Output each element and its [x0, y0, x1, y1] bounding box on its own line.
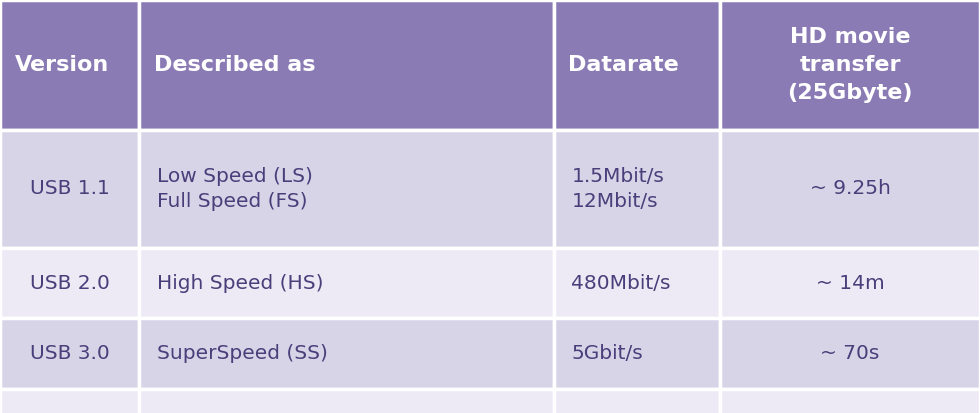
- Text: 480Mbit/s: 480Mbit/s: [571, 273, 671, 293]
- Text: 5Gbit/s: 5Gbit/s: [571, 344, 643, 363]
- Text: SuperSpeed (SS): SuperSpeed (SS): [157, 344, 327, 363]
- Bar: [720, 248, 980, 318]
- Bar: [554, 389, 720, 413]
- Bar: [139, 130, 554, 248]
- Bar: [0, 248, 139, 318]
- Text: USB 1.1: USB 1.1: [29, 179, 110, 199]
- Bar: [554, 248, 720, 318]
- Text: Low Speed (LS)
Full Speed (FS): Low Speed (LS) Full Speed (FS): [157, 167, 313, 211]
- Text: 1.5Mbit/s
12Mbit/s: 1.5Mbit/s 12Mbit/s: [571, 167, 664, 211]
- Text: HD movie
transfer
(25Gbyte): HD movie transfer (25Gbyte): [787, 27, 913, 103]
- Bar: [139, 0, 554, 130]
- Bar: [139, 389, 554, 413]
- Text: High Speed (HS): High Speed (HS): [157, 273, 323, 293]
- Bar: [139, 248, 554, 318]
- Text: Described as: Described as: [154, 55, 316, 75]
- Text: USB 3.0: USB 3.0: [29, 344, 110, 363]
- Text: ~ 9.25h: ~ 9.25h: [809, 179, 891, 199]
- Bar: [720, 130, 980, 248]
- Bar: [0, 318, 139, 389]
- Text: Datarate: Datarate: [568, 55, 679, 75]
- Bar: [139, 318, 554, 389]
- Bar: [720, 389, 980, 413]
- Bar: [554, 0, 720, 130]
- Text: Version: Version: [15, 55, 109, 75]
- Bar: [0, 130, 139, 248]
- Text: USB 2.0: USB 2.0: [29, 273, 110, 293]
- Bar: [554, 130, 720, 248]
- Bar: [0, 389, 139, 413]
- Text: ~ 14m: ~ 14m: [815, 273, 885, 293]
- Bar: [720, 0, 980, 130]
- Bar: [0, 0, 139, 130]
- Bar: [720, 318, 980, 389]
- Bar: [554, 318, 720, 389]
- Text: ~ 70s: ~ 70s: [820, 344, 880, 363]
